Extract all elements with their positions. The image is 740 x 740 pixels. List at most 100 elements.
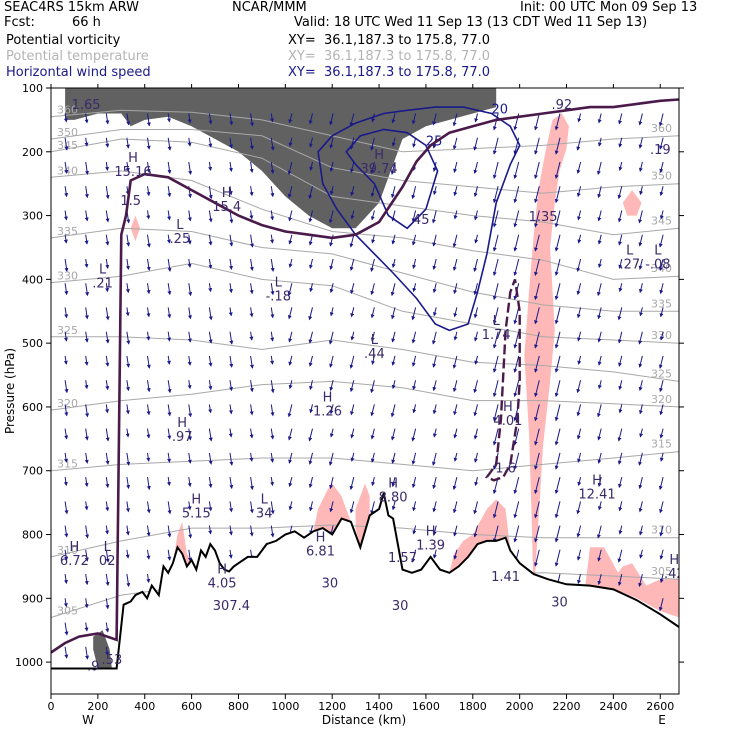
wind-vector: [513, 525, 520, 543]
x-tick-label: 2400: [599, 700, 627, 713]
wind-vector: [513, 161, 520, 179]
wind-vector: [329, 137, 334, 149]
hl-value: 12.41: [578, 487, 615, 502]
wind-vector: [554, 452, 561, 470]
wind-vector: [638, 452, 643, 466]
x-tick-label: 1600: [412, 700, 440, 713]
theta-contour-line: [51, 336, 679, 382]
wind-vector: [432, 113, 437, 126]
wind-vector: [309, 161, 314, 171]
hl-letter: H: [128, 151, 138, 166]
wind-vector: [125, 137, 130, 149]
wind-vector: [249, 210, 254, 220]
wind-vector: [84, 258, 89, 268]
wind-vector: [64, 137, 69, 151]
wind-vector: [350, 283, 355, 295]
wind-vector: [64, 186, 69, 198]
wind-vector: [249, 283, 254, 295]
hl-value: .25: [170, 232, 191, 247]
y-tick-label: 800: [22, 529, 43, 542]
wind-vector: [577, 234, 582, 244]
wind-vector: [513, 380, 520, 398]
wind-vector: [309, 501, 313, 512]
wind-vector: [534, 137, 540, 155]
wind-vector: [576, 525, 582, 538]
wind-vector: [63, 210, 68, 221]
y-axis-label: Pressure (hPa): [3, 348, 17, 434]
wind-vector: [329, 113, 334, 126]
wind-vector: [597, 137, 602, 147]
wind-vector: [576, 307, 582, 319]
theta-contour-label: 360: [57, 104, 78, 117]
wind-vector: [308, 355, 313, 367]
wind-vector: [288, 452, 293, 464]
wind-vector: [618, 161, 623, 171]
wind-vector: [617, 452, 623, 465]
wind-vector: [577, 452, 582, 463]
wind-vector: [554, 210, 561, 228]
wind-vector: [187, 113, 192, 124]
wind-vector: [638, 258, 643, 270]
model-title: SEAC4RS 15km ARW: [4, 0, 140, 15]
x-tick-label: 600: [181, 700, 202, 713]
wind-vector: [105, 622, 110, 633]
wind-vector: [228, 283, 233, 294]
wind-vector: [453, 283, 458, 295]
x-tick-label: 400: [134, 700, 155, 713]
x-tick-label: 2200: [553, 700, 581, 713]
theta-contour-line: [51, 262, 679, 344]
wind-vector: [474, 452, 478, 463]
wind-vector: [64, 549, 69, 561]
wind-vector: [659, 428, 664, 439]
wind-vector: [188, 404, 193, 418]
hl-value: 02: [99, 554, 116, 569]
wind-vector: [229, 501, 234, 513]
wind-vector: [270, 428, 275, 440]
wind-vector: [391, 307, 396, 320]
wind-vector: [105, 646, 110, 656]
wind-vector: [411, 355, 417, 367]
theta-contour-label: 325: [57, 324, 78, 337]
wind-vector: [208, 501, 213, 512]
wind-vector: [85, 283, 90, 297]
wind-vector: [431, 331, 437, 345]
hl-letter: H: [592, 473, 602, 488]
wind-vector: [63, 452, 68, 463]
wind-vector: [167, 210, 172, 221]
wind-vector: [84, 113, 89, 124]
wind-vector: [534, 404, 540, 422]
wind-vector: [249, 331, 254, 341]
wind-vector: [638, 380, 643, 392]
wind-vector: [534, 113, 540, 131]
theta-contour-label: 325: [651, 367, 672, 380]
wind-vector: [534, 525, 540, 543]
wind-vector: [167, 525, 172, 538]
wind-vector: [596, 404, 602, 418]
wind-vector: [125, 307, 130, 317]
wind-vector: [309, 283, 314, 293]
wind-vector: [576, 283, 582, 296]
pv-negative-region: [622, 190, 642, 216]
init-time: Init: 00 UTC Mon 09 Sep 13: [520, 0, 698, 15]
wind-vector: [126, 355, 131, 368]
wind-vector: [309, 137, 313, 148]
wind-vector: [287, 283, 293, 297]
hl-value: 4.01: [493, 414, 522, 429]
wind-vector: [617, 573, 623, 587]
wind-vector: [146, 477, 151, 491]
theta-contour-label: 320: [57, 397, 78, 410]
wind-vector: [618, 283, 623, 293]
wind-vector: [577, 476, 582, 487]
wind-vector: [105, 307, 110, 321]
wind-vector: [411, 331, 417, 344]
wind-vector: [638, 161, 643, 172]
wind-vector: [146, 525, 151, 537]
wind-vector: [513, 428, 520, 446]
wind-vector: [84, 501, 89, 511]
pv-shading-dark: [65, 88, 497, 669]
wind-vector: [146, 113, 151, 127]
wind-vector: [270, 331, 275, 342]
wind-vector: [554, 186, 561, 204]
theta-contour-label: 320: [651, 393, 672, 406]
wind-vector: [534, 549, 540, 567]
